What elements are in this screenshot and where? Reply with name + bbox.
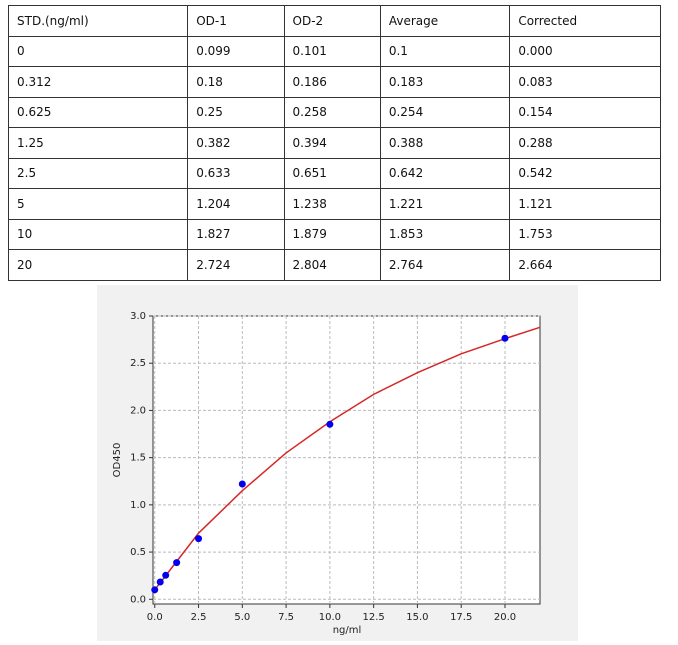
table-row: 5 1.204 1.238 1.221 1.121 <box>7 188 661 220</box>
x-tick-label: 7.5 <box>278 612 294 623</box>
table-cell: 0.651 <box>283 157 381 189</box>
data-point <box>501 334 509 342</box>
table-cell: 2.764 <box>379 249 511 281</box>
table-cell: 1.25 <box>7 127 189 159</box>
table-cell: 2.804 <box>283 249 381 281</box>
data-point <box>326 420 334 428</box>
data-point <box>151 586 159 594</box>
table-cell: 0.154 <box>509 96 661 128</box>
y-tick-label: 0.5 <box>130 547 146 558</box>
y-axis-label: OD450 <box>112 443 123 478</box>
table-cell: 0.642 <box>379 157 511 189</box>
data-point <box>162 571 170 579</box>
table-cell: OD-2 <box>283 5 381 37</box>
y-tick-label: 2.5 <box>130 358 146 369</box>
header-row: STD.(ng/ml) OD-1 OD-2 Average Corrected <box>7 5 661 37</box>
x-tick-label: 10.0 <box>319 612 341 623</box>
table-cell: 1.121 <box>509 188 661 220</box>
table-cell: 1.238 <box>283 188 381 220</box>
x-tick-label: 5.0 <box>234 612 250 623</box>
table-row: 0 0.099 0.101 0.1 0.000 <box>7 35 661 67</box>
table-cell: 0.25 <box>187 96 285 128</box>
table-cell: 0.633 <box>187 157 285 189</box>
table-cell: 10 <box>7 218 189 250</box>
table-row: 0.312 0.18 0.186 0.183 0.083 <box>7 66 661 98</box>
x-tick-label: 20.0 <box>494 612 516 623</box>
chart-panel: ng/ml OD450 0.0 2.5 5.0 7.5 10.0 12.5 15.0 17.5… <box>97 285 578 641</box>
table-row: 2.5 0.633 0.651 0.642 0.542 <box>7 157 661 189</box>
table-cell: 0.000 <box>509 35 661 67</box>
table-cell: 0 <box>7 35 189 67</box>
table-cell: OD-1 <box>187 5 285 37</box>
table-cell: 1.853 <box>379 218 511 250</box>
table-cell: Average <box>379 5 511 37</box>
table-cell: 0.186 <box>283 66 381 98</box>
table-cell: 0.258 <box>283 96 381 128</box>
table-cell: 0.625 <box>7 96 189 128</box>
x-tick-label: 17.5 <box>450 612 472 623</box>
table-cell: 1.827 <box>187 218 285 250</box>
table-cell: 0.254 <box>379 96 511 128</box>
table-cell: 0.083 <box>509 66 661 98</box>
table-cell: 0.388 <box>379 127 511 159</box>
data-point <box>156 578 164 586</box>
x-tick-label: 2.5 <box>191 612 207 623</box>
x-axis-label: ng/ml <box>333 625 362 636</box>
table-cell: Corrected <box>509 5 661 37</box>
table-cell: 0.382 <box>187 127 285 159</box>
data-point <box>238 480 246 488</box>
table-cell: STD.(ng/ml) <box>7 5 189 37</box>
table-cell: 0.542 <box>509 157 661 189</box>
x-tick-label: 15.0 <box>406 612 428 623</box>
table-row: 1.25 0.382 0.394 0.388 0.288 <box>7 127 661 159</box>
table-row: 0.625 0.25 0.258 0.254 0.154 <box>7 96 661 128</box>
chart: ng/ml OD450 0.0 2.5 5.0 7.5 10.0 12.5 15.0 17.5… <box>112 311 541 636</box>
table-cell: 0.18 <box>187 66 285 98</box>
table-cell: 0.394 <box>283 127 381 159</box>
y-tick-label: 1.5 <box>130 453 146 464</box>
y-tick-label: 3.0 <box>130 311 146 322</box>
table-cell: 0.099 <box>187 35 285 67</box>
data-point <box>173 559 181 567</box>
table-cell: 2.664 <box>509 249 661 281</box>
y-tick-label: 0.0 <box>130 594 146 605</box>
plot-area <box>152 315 541 605</box>
table-cell: 0.101 <box>283 35 381 67</box>
table-cell: 2.724 <box>187 249 285 281</box>
table-row: 20 2.724 2.804 2.764 2.664 <box>7 249 661 281</box>
table-cell: 0.288 <box>509 127 661 159</box>
table-cell: 1.204 <box>187 188 285 220</box>
y-tick-label: 2.0 <box>130 405 146 416</box>
table-cell: 5 <box>7 188 189 220</box>
table-cell: 1.753 <box>509 218 661 250</box>
data-point <box>195 535 203 543</box>
table-cell: 0.183 <box>379 66 511 98</box>
y-tick-label: 1.0 <box>130 500 146 511</box>
x-tick-label: 12.5 <box>363 612 385 623</box>
data-table: STD.(ng/ml) OD-1 OD-2 Average Corrected 0 0.09… <box>7 5 661 281</box>
table-row: 10 1.827 1.879 1.853 1.753 <box>7 218 661 250</box>
table-cell: 0.1 <box>379 35 511 67</box>
table-cell: 20 <box>7 249 189 281</box>
table-cell: 1.221 <box>379 188 511 220</box>
table-cell: 2.5 <box>7 157 189 189</box>
table-cell: 1.879 <box>283 218 381 250</box>
table-cell: 0.312 <box>7 66 189 98</box>
x-tick-label: 0.0 <box>147 612 163 623</box>
